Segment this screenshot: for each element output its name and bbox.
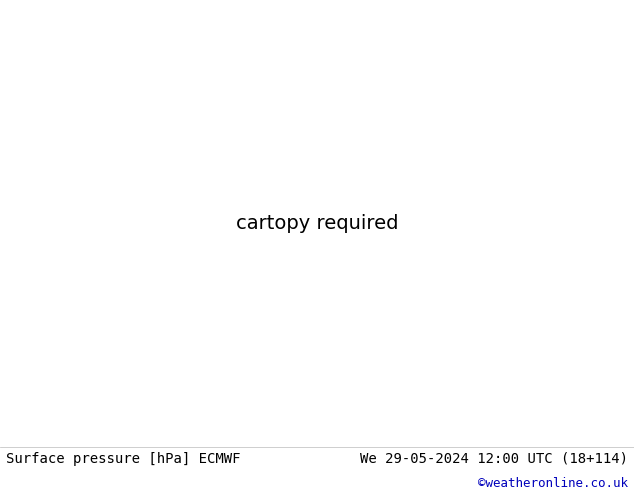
Text: We 29-05-2024 12:00 UTC (18+114): We 29-05-2024 12:00 UTC (18+114) [359, 452, 628, 466]
Text: Surface pressure [hPa] ECMWF: Surface pressure [hPa] ECMWF [6, 452, 241, 466]
Text: cartopy required: cartopy required [236, 214, 398, 233]
Text: ©weatheronline.co.uk: ©weatheronline.co.uk [477, 477, 628, 490]
